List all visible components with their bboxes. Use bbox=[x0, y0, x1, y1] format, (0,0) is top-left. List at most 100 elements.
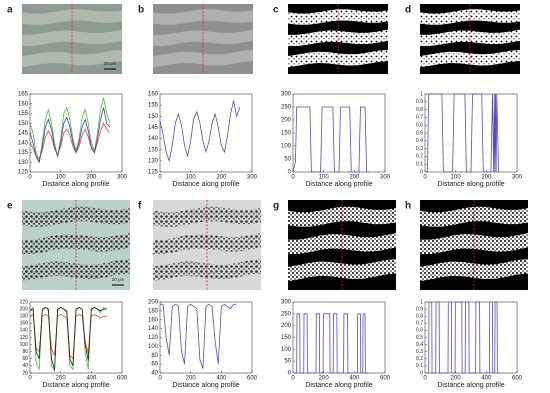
x-tick-label: 600 bbox=[380, 376, 391, 382]
y-tick-label: 300 bbox=[281, 300, 292, 306]
y-tick-label: 0.7 bbox=[416, 115, 423, 121]
y-tick-label: 0.3 bbox=[416, 146, 423, 152]
x-tick-label: 0 bbox=[423, 175, 427, 181]
y-tick-label: 0.8 bbox=[416, 314, 423, 320]
x-tick-label: 200 bbox=[481, 175, 492, 181]
y-tick-label: 140 bbox=[18, 140, 29, 146]
plot-frame bbox=[292, 301, 386, 374]
x-axis-label: Distance along profile bbox=[305, 181, 372, 188]
y-tick-label: 165 bbox=[18, 92, 29, 98]
x-tick-label: 300 bbox=[247, 175, 258, 181]
x-tick-label: 200 bbox=[319, 376, 330, 382]
x-tick-label: 0 bbox=[291, 376, 295, 382]
x-tick-label: 0 bbox=[28, 376, 32, 382]
y-tick-label: 100 bbox=[20, 342, 29, 348]
y-tick-label: 160 bbox=[20, 321, 29, 327]
x-tick-label: 400 bbox=[216, 376, 227, 382]
panel-label: f bbox=[138, 201, 142, 212]
y-tick-label: 150 bbox=[18, 121, 29, 127]
y-tick-label: 0.2 bbox=[416, 154, 423, 160]
series-line bbox=[29, 306, 107, 370]
panel-label: c bbox=[273, 5, 279, 16]
stripe bbox=[22, 29, 122, 47]
x-tick-label: 100 bbox=[186, 175, 197, 181]
y-tick-label: 0.6 bbox=[416, 328, 423, 334]
y-tick-label: 140 bbox=[148, 326, 159, 332]
y-tick-label: 150 bbox=[148, 114, 159, 120]
stripe bbox=[420, 49, 520, 68]
x-axis-label: Distance along profile bbox=[437, 181, 504, 188]
stripe bbox=[153, 206, 261, 227]
x-tick-label: 0 bbox=[158, 376, 162, 382]
y-tick-label: 100 bbox=[281, 347, 292, 353]
x-tick-label: 400 bbox=[86, 376, 97, 382]
x-axis-label: Distance along profile bbox=[172, 181, 239, 188]
y-tick-label: 130 bbox=[18, 160, 29, 166]
y-tick-label: 120 bbox=[148, 335, 159, 341]
y-tick-label: 100 bbox=[281, 144, 292, 150]
y-tick-label: 200 bbox=[281, 323, 292, 329]
x-tick-label: 400 bbox=[349, 376, 360, 382]
scale-bar-label: 20 μm bbox=[104, 61, 117, 66]
y-tick-label: 120 bbox=[20, 335, 29, 341]
y-tick-label: 20 bbox=[22, 370, 28, 376]
x-tick-label: 200 bbox=[86, 175, 97, 181]
y-tick-label: 0 bbox=[420, 169, 423, 175]
panel-label: a bbox=[7, 5, 13, 16]
y-tick-label: 50 bbox=[284, 359, 291, 365]
y-tick-label: 130 bbox=[148, 158, 159, 164]
x-tick-label: 0 bbox=[423, 376, 427, 382]
y-tick-label: 0.9 bbox=[416, 99, 423, 105]
y-tick-label: 40 bbox=[151, 371, 158, 377]
y-tick-label: 0.3 bbox=[416, 349, 423, 355]
y-tick-label: 150 bbox=[281, 335, 292, 341]
stripe bbox=[420, 206, 528, 227]
y-tick-label: 0.4 bbox=[416, 342, 423, 348]
x-tick-label: 300 bbox=[117, 175, 128, 181]
y-tick-label: 0 bbox=[288, 170, 292, 176]
y-tick-label: 200 bbox=[148, 300, 159, 306]
stripe bbox=[420, 29, 520, 47]
y-tick-label: 200 bbox=[281, 118, 292, 124]
x-tick-label: 200 bbox=[186, 376, 197, 382]
y-tick-label: 0.1 bbox=[416, 162, 423, 168]
panel-label: b bbox=[138, 5, 144, 16]
y-tick-label: 250 bbox=[281, 105, 292, 111]
x-tick-label: 200 bbox=[451, 376, 462, 382]
series-line bbox=[160, 303, 237, 369]
y-tick-label: 0.5 bbox=[416, 335, 423, 341]
y-tick-label: 80 bbox=[22, 349, 28, 355]
series-line bbox=[425, 301, 501, 374]
y-tick-label: 50 bbox=[284, 157, 291, 163]
x-axis-label: Distance along profile bbox=[437, 382, 504, 389]
y-tick-label: 0 bbox=[288, 371, 292, 377]
series-line bbox=[293, 313, 369, 374]
y-tick-label: 155 bbox=[18, 111, 29, 117]
y-tick-label: 60 bbox=[151, 362, 158, 368]
stripe bbox=[22, 206, 130, 227]
y-tick-label: 0.2 bbox=[416, 356, 423, 362]
x-tick-label: 200 bbox=[216, 175, 227, 181]
series-line bbox=[159, 100, 241, 163]
y-tick-label: 150 bbox=[281, 131, 292, 137]
stripe bbox=[153, 9, 253, 25]
y-tick-label: 200 bbox=[20, 306, 29, 312]
x-axis-label: Distance along profile bbox=[42, 382, 109, 389]
y-tick-label: 180 bbox=[20, 314, 29, 320]
x-tick-label: 0 bbox=[291, 175, 295, 181]
y-tick-label: 0 bbox=[420, 370, 423, 376]
x-tick-label: 200 bbox=[56, 376, 67, 382]
y-tick-label: 155 bbox=[148, 103, 159, 109]
series-line bbox=[29, 122, 111, 159]
stripe bbox=[420, 9, 520, 25]
y-tick-label: 135 bbox=[18, 150, 29, 156]
x-axis-label: Distance along profile bbox=[305, 382, 372, 389]
scale-bar-label: 20 μm bbox=[112, 277, 125, 282]
y-tick-label: 0.1 bbox=[416, 363, 423, 369]
y-tick-label: 250 bbox=[281, 311, 292, 317]
panel-label: h bbox=[405, 201, 411, 212]
y-tick-label: 140 bbox=[20, 328, 29, 334]
y-tick-label: 300 bbox=[281, 92, 292, 98]
y-tick-label: 180 bbox=[148, 308, 159, 314]
